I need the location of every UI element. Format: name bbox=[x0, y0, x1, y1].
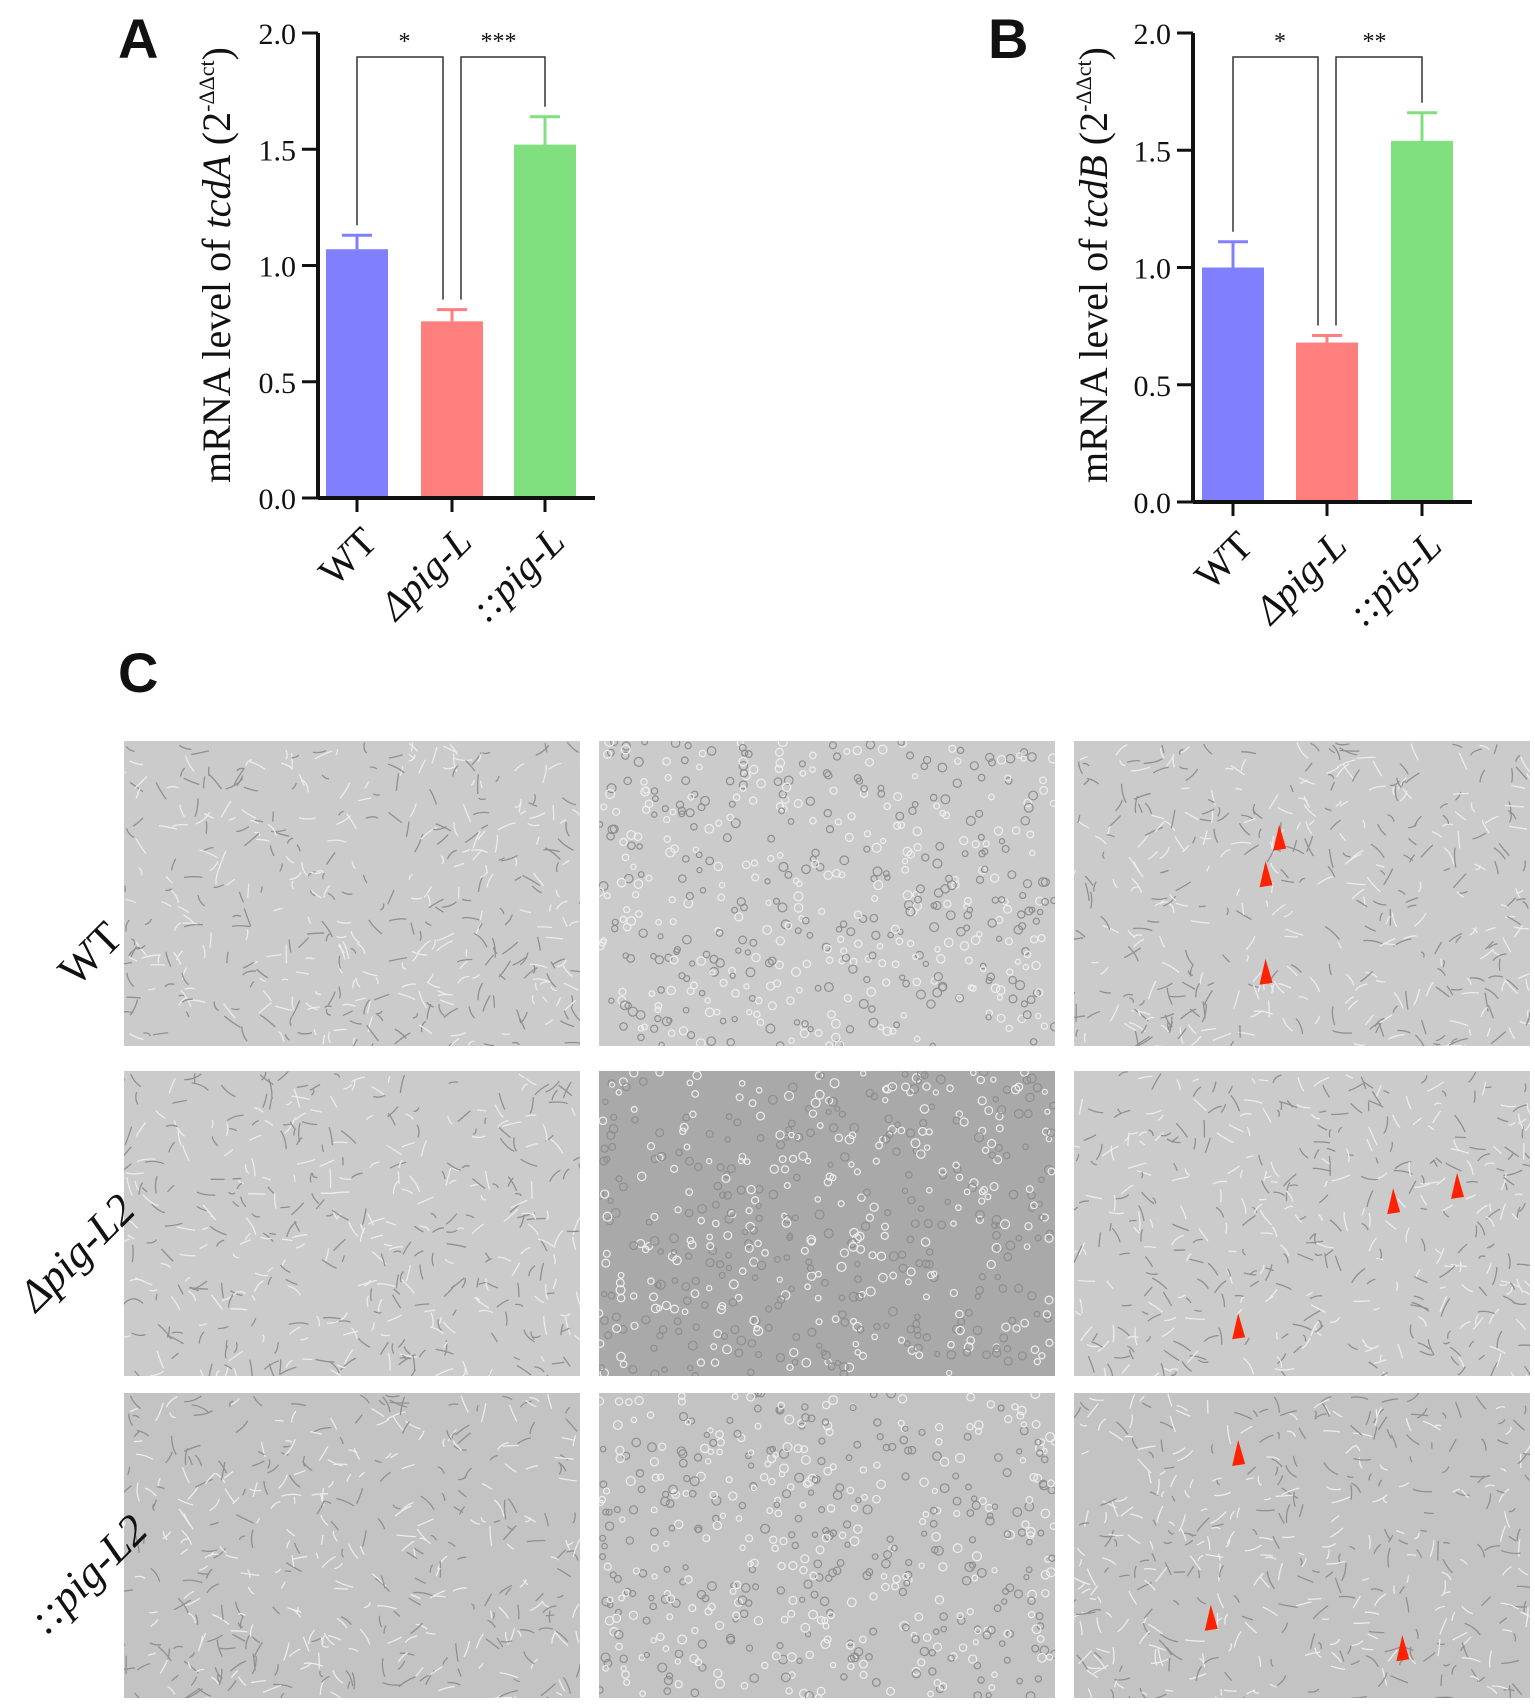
significance-bracket bbox=[460, 56, 546, 300]
x-tick-label: Δpig-L bbox=[1244, 523, 1355, 634]
micrograph-image bbox=[1074, 1393, 1530, 1698]
arrowhead-marker bbox=[1204, 1604, 1218, 1631]
significance-bracket bbox=[1232, 56, 1319, 326]
y-tick-label: 1.5 bbox=[259, 134, 297, 167]
arrowhead-marker bbox=[1259, 958, 1273, 985]
significance-label: *** bbox=[481, 29, 517, 55]
significance-label: ** bbox=[1363, 29, 1387, 55]
significance-label: * bbox=[399, 29, 411, 55]
x-tick-label: ::pig-L bbox=[1338, 523, 1450, 635]
bar bbox=[1202, 267, 1264, 502]
x-tick-label: Δpig-L bbox=[369, 519, 480, 630]
y-tick-label: 0.5 bbox=[259, 367, 297, 400]
y-axis-label: mRNA level of tcdB (2-ΔΔct) bbox=[1071, 47, 1116, 483]
arrowhead-marker bbox=[1387, 1188, 1401, 1215]
micrograph-image bbox=[1074, 741, 1530, 1046]
arrowhead-marker bbox=[1259, 861, 1273, 888]
micrograph-image bbox=[124, 741, 580, 1046]
arrowhead-marker bbox=[1232, 1313, 1246, 1340]
panel-label-a: A bbox=[118, 7, 159, 70]
micrograph-row-label: WT bbox=[48, 912, 132, 996]
y-tick-label: 2.0 bbox=[259, 18, 297, 51]
significance-bracket bbox=[356, 56, 444, 300]
y-tick-label: 0.0 bbox=[1134, 487, 1172, 520]
micrograph-image bbox=[124, 1071, 580, 1376]
micrograph-image bbox=[599, 1393, 1055, 1698]
x-tick-label: WT bbox=[1186, 523, 1262, 599]
y-tick-label: 2.0 bbox=[1134, 18, 1172, 51]
micrograph-image bbox=[599, 1071, 1055, 1376]
panel-label-c: C bbox=[118, 641, 159, 704]
y-tick-label: 1.5 bbox=[1134, 135, 1172, 168]
arrowhead-marker bbox=[1451, 1172, 1465, 1199]
bar bbox=[1391, 140, 1453, 502]
micrograph-image bbox=[599, 741, 1055, 1046]
y-tick-label: 0.0 bbox=[259, 483, 297, 516]
y-axis-label: mRNA level of tcdA (2-ΔΔct) bbox=[194, 47, 239, 483]
bar bbox=[514, 144, 576, 498]
bar bbox=[326, 249, 388, 498]
y-tick-label: 1.0 bbox=[1134, 253, 1172, 286]
bar bbox=[1296, 342, 1358, 502]
panel-label-b: B bbox=[988, 7, 1029, 70]
significance-label: * bbox=[1274, 29, 1286, 55]
arrowhead-marker bbox=[1273, 824, 1287, 851]
arrowhead-marker bbox=[1232, 1440, 1246, 1466]
significance-bracket bbox=[1335, 56, 1423, 326]
arrowhead-marker bbox=[1396, 1635, 1410, 1662]
y-tick-label: 1.0 bbox=[259, 251, 297, 284]
micrograph-image bbox=[1074, 1071, 1530, 1376]
bar bbox=[421, 321, 483, 498]
micrograph-image bbox=[124, 1393, 580, 1698]
x-tick-label: WT bbox=[310, 519, 386, 595]
y-tick-label: 0.5 bbox=[1134, 370, 1172, 403]
x-tick-label: ::pig-L bbox=[461, 519, 573, 631]
